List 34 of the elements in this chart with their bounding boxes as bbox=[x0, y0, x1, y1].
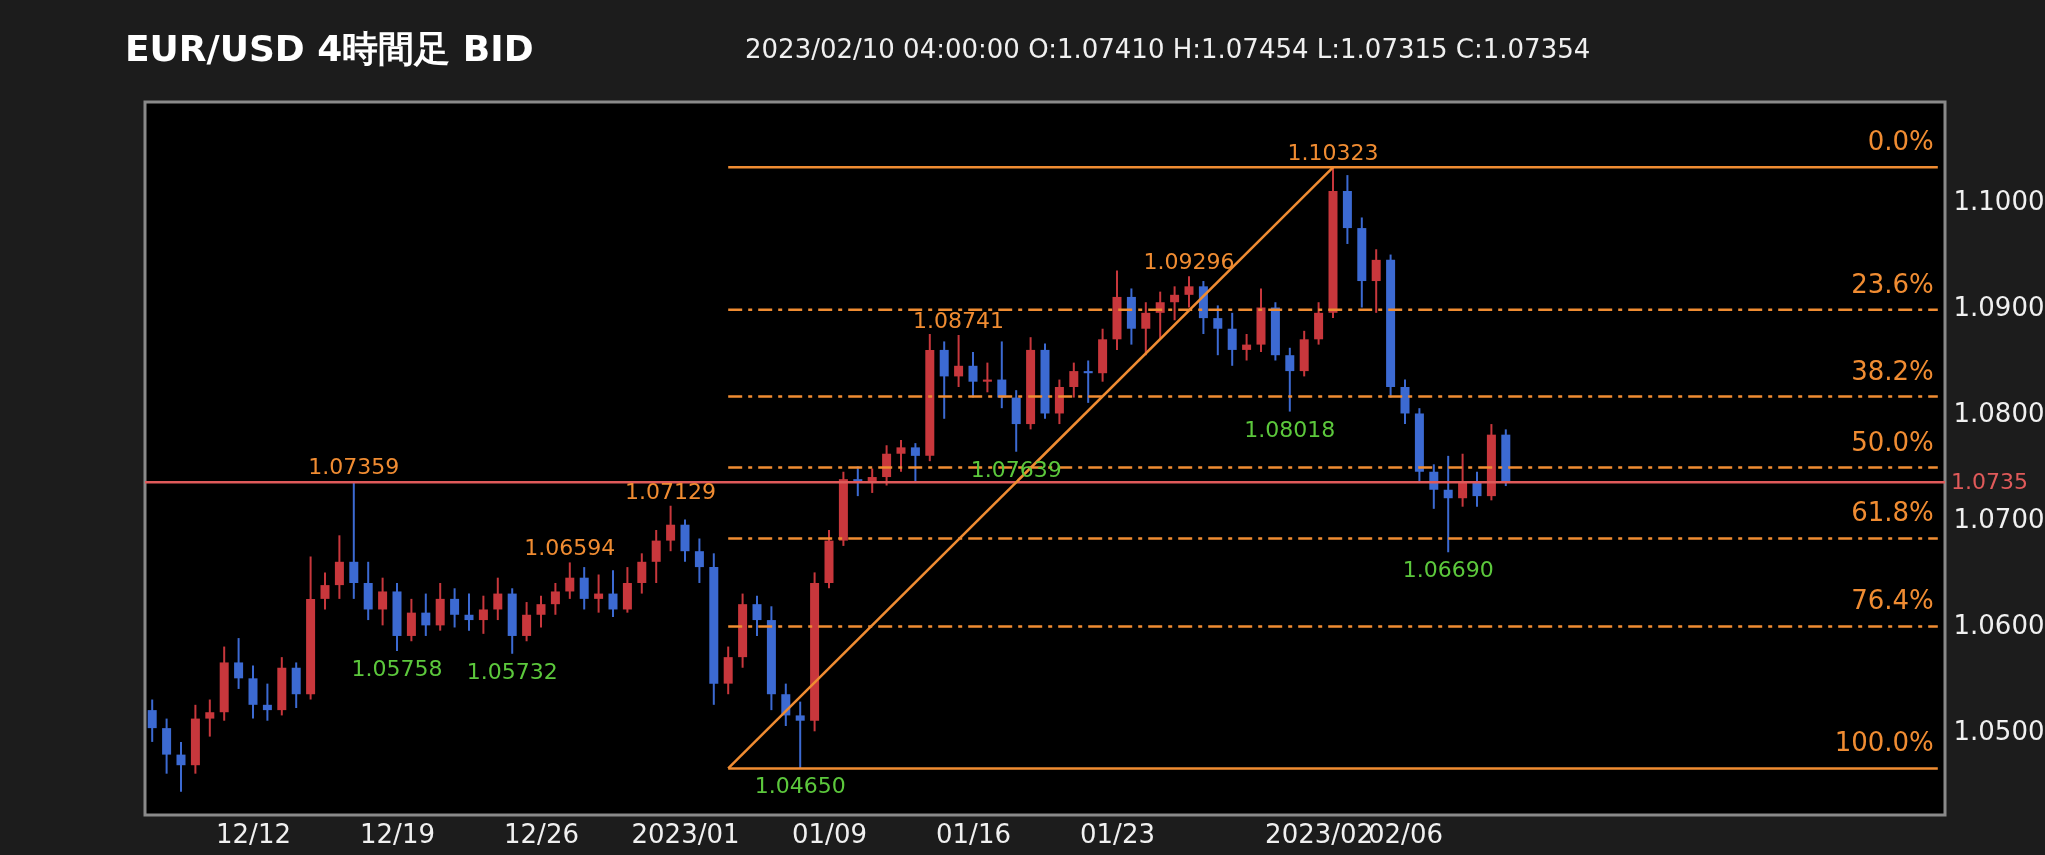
x-tick-label: 01/23 bbox=[1080, 818, 1155, 849]
x-tick-label: 12/12 bbox=[216, 818, 291, 849]
annotation: 1.06690 bbox=[1402, 557, 1494, 583]
annotation: 1.07359 bbox=[308, 454, 400, 480]
x-tick-label: 12/26 bbox=[504, 818, 579, 849]
annotation: 1.07129 bbox=[625, 478, 717, 504]
annotation: 1.05732 bbox=[466, 658, 558, 684]
x-tick-label: 12/19 bbox=[360, 818, 435, 849]
annotation: 1.06594 bbox=[524, 535, 616, 561]
series-label: 61.8% bbox=[1851, 497, 1934, 528]
x-tick-label: 2023/01 bbox=[631, 818, 740, 849]
ref-line-label: 1.0735 bbox=[1951, 469, 2028, 495]
series-label: 0.0% bbox=[1867, 126, 1934, 157]
series-label: 38.2% bbox=[1851, 355, 1934, 386]
annotation: 1.09296 bbox=[1143, 249, 1235, 275]
x-tick-label: 01/09 bbox=[792, 818, 867, 849]
series-label: 100.0% bbox=[1834, 727, 1934, 758]
y-tick-label: 1.0500 bbox=[1953, 715, 2045, 746]
series-label: 23.6% bbox=[1851, 268, 1934, 299]
chart-title: EUR/USD 4時間足 BID bbox=[125, 28, 534, 69]
annotation: 1.08741 bbox=[913, 307, 1005, 333]
y-tick-label: 1.0700 bbox=[1953, 503, 2045, 534]
chart-subtitle: 2023/02/10 04:00:00 O:1.07410 H:1.07454 L:1.07315 C:1.07354 bbox=[745, 34, 1591, 64]
y-tick-label: 1.0600 bbox=[1953, 609, 2045, 640]
series-label: 50.0% bbox=[1851, 426, 1934, 457]
y-tick-label: 1.0800 bbox=[1953, 397, 2045, 428]
x-tick-label: 01/16 bbox=[936, 818, 1011, 849]
annotation: 1.08018 bbox=[1244, 416, 1336, 442]
y-tick-label: 1.0900 bbox=[1953, 292, 2045, 323]
series-label: 76.4% bbox=[1851, 585, 1934, 616]
annotation: 1.04650 bbox=[754, 773, 846, 799]
annotation: 1.05758 bbox=[351, 656, 443, 681]
annotation: 1.10323 bbox=[1287, 140, 1379, 166]
y-tick-label: 1.1000 bbox=[1953, 186, 2045, 217]
